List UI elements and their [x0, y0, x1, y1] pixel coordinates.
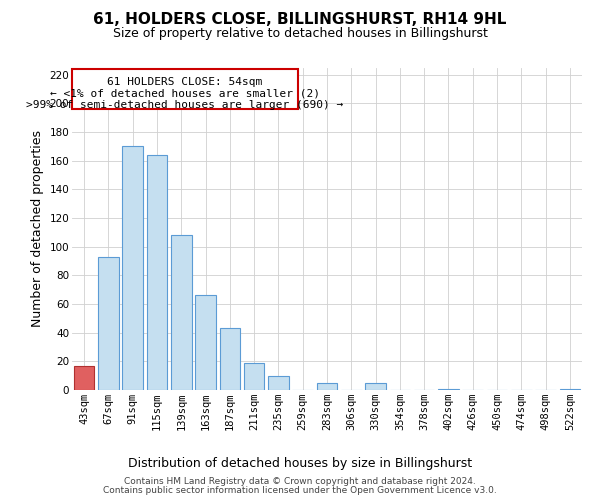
Text: Contains HM Land Registry data © Crown copyright and database right 2024.: Contains HM Land Registry data © Crown c… [124, 477, 476, 486]
Bar [98, 256, 119, 390]
Bar [146, 155, 167, 390]
Y-axis label: Number of detached properties: Number of detached properties [31, 130, 44, 327]
Bar [438, 388, 459, 390]
Bar [317, 383, 337, 390]
Bar [195, 296, 216, 390]
FancyBboxPatch shape [72, 69, 298, 109]
Bar [365, 383, 386, 390]
Text: ← <1% of detached houses are smaller (2): ← <1% of detached houses are smaller (2) [50, 88, 320, 99]
Bar [171, 235, 191, 390]
Text: 61, HOLDERS CLOSE, BILLINGSHURST, RH14 9HL: 61, HOLDERS CLOSE, BILLINGSHURST, RH14 9… [94, 12, 506, 28]
Bar [560, 388, 580, 390]
Bar [74, 366, 94, 390]
Bar [244, 363, 265, 390]
Bar [220, 328, 240, 390]
Bar [122, 146, 143, 390]
Text: >99% of semi-detached houses are larger (690) →: >99% of semi-detached houses are larger … [26, 100, 344, 110]
Text: Size of property relative to detached houses in Billingshurst: Size of property relative to detached ho… [113, 28, 487, 40]
Bar [268, 376, 289, 390]
Text: 61 HOLDERS CLOSE: 54sqm: 61 HOLDERS CLOSE: 54sqm [107, 77, 263, 87]
Text: Contains public sector information licensed under the Open Government Licence v3: Contains public sector information licen… [103, 486, 497, 495]
Text: Distribution of detached houses by size in Billingshurst: Distribution of detached houses by size … [128, 458, 472, 470]
